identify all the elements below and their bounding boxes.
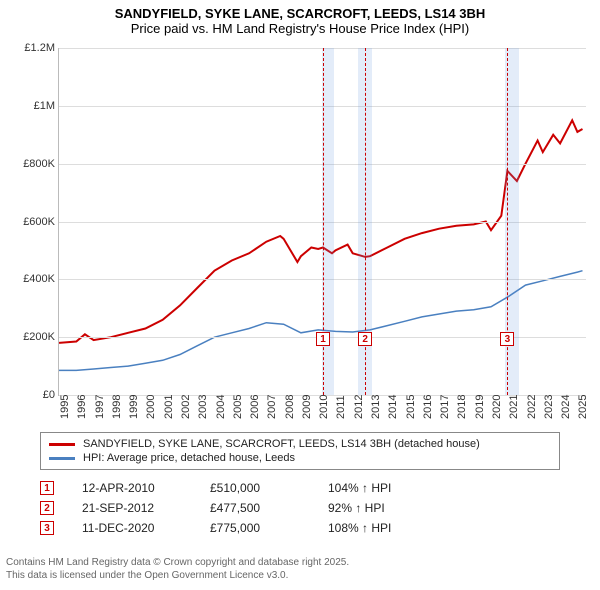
y-axis-label: £400K — [13, 273, 59, 285]
marker-label: 2 — [358, 332, 372, 346]
x-axis-label: 2015 — [405, 399, 417, 419]
x-axis-label: 2006 — [249, 399, 261, 419]
event-price: £510,000 — [210, 481, 300, 495]
event-date: 11-DEC-2020 — [82, 521, 182, 535]
x-axis-label: 2005 — [232, 399, 244, 419]
y-axis-label: £200K — [13, 331, 59, 343]
x-axis-label: 1995 — [59, 399, 71, 419]
legend-swatch — [49, 443, 75, 446]
x-axis-label: 2025 — [577, 399, 589, 419]
x-axis-label: 2014 — [387, 399, 399, 419]
x-axis-label: 2020 — [491, 399, 503, 419]
x-axis-label: 2008 — [284, 399, 296, 419]
x-axis-label: 2003 — [197, 399, 209, 419]
x-axis-label: 2013 — [370, 399, 382, 419]
legend-swatch — [49, 457, 75, 460]
footer-line1: Contains HM Land Registry data © Crown c… — [6, 556, 594, 569]
legend-item: HPI: Average price, detached house, Leed… — [49, 451, 551, 465]
event-row: 3 11-DEC-2020 £775,000 108% ↑ HPI — [40, 518, 448, 538]
x-axis-label: 1998 — [111, 399, 123, 419]
event-row: 1 12-APR-2010 £510,000 104% ↑ HPI — [40, 478, 448, 498]
y-axis-label: £0 — [13, 389, 59, 401]
chart-area: £0 £200K £400K £600K £800K £1M £1.2M 1995 1996 19… — [10, 44, 590, 424]
event-price: £477,500 — [210, 501, 300, 515]
x-axis-label: 2016 — [422, 399, 434, 419]
y-axis-label: £1.2M — [13, 42, 59, 54]
event-pct: 108% ↑ HPI — [328, 521, 448, 535]
x-axis-label: 2009 — [301, 399, 313, 419]
event-date: 12-APR-2010 — [82, 481, 182, 495]
x-axis-label: 2001 — [163, 399, 175, 419]
footer-line2: This data is licensed under the Open Gov… — [6, 569, 594, 582]
x-axis-label: 2019 — [474, 399, 486, 419]
x-axis-label: 2022 — [526, 399, 538, 419]
legend: SANDYFIELD, SYKE LANE, SCARCROFT, LEEDS,… — [40, 432, 560, 470]
legend-label: HPI: Average price, detached house, Leed… — [83, 452, 295, 464]
title-subtitle: Price paid vs. HM Land Registry's House … — [0, 21, 600, 36]
marker-label: 3 — [500, 332, 514, 346]
legend-item: SANDYFIELD, SYKE LANE, SCARCROFT, LEEDS,… — [49, 437, 551, 451]
x-axis-label: 2007 — [266, 399, 278, 419]
x-axis-label: 2024 — [560, 399, 572, 419]
event-marker-icon: 1 — [40, 481, 54, 495]
legend-label: SANDYFIELD, SYKE LANE, SCARCROFT, LEEDS,… — [83, 438, 480, 450]
marker-label: 1 — [316, 332, 330, 346]
x-axis-label: 2000 — [145, 399, 157, 419]
events-table: 1 12-APR-2010 £510,000 104% ↑ HPI 2 21-SEP-20… — [40, 478, 448, 538]
event-pct: 92% ↑ HPI — [328, 501, 448, 515]
x-axis-label: 1997 — [94, 399, 106, 419]
event-marker-icon: 2 — [40, 501, 54, 515]
event-date: 21-SEP-2012 — [82, 501, 182, 515]
x-axis-label: 2011 — [335, 399, 347, 419]
x-axis-label: 2012 — [353, 399, 365, 419]
plot-region: £0£200K£400K£600K£800K£1M£1.2M1995199619… — [58, 48, 586, 396]
title-address: SANDYFIELD, SYKE LANE, SCARCROFT, LEEDS,… — [0, 6, 600, 21]
x-axis-label: 1999 — [128, 399, 140, 419]
event-marker-icon: 3 — [40, 521, 54, 535]
chart-title: SANDYFIELD, SYKE LANE, SCARCROFT, LEEDS,… — [0, 0, 600, 38]
event-row: 2 21-SEP-2012 £477,500 92% ↑ HPI — [40, 498, 448, 518]
y-axis-label: £600K — [13, 216, 59, 228]
x-axis-label: 2018 — [456, 399, 468, 419]
x-axis-label: 1996 — [76, 399, 88, 419]
x-axis-label: 2023 — [543, 399, 555, 419]
event-pct: 104% ↑ HPI — [328, 481, 448, 495]
x-axis-label: 2021 — [508, 399, 520, 419]
event-price: £775,000 — [210, 521, 300, 535]
x-axis-label: 2004 — [215, 399, 227, 419]
x-axis-label: 2010 — [318, 399, 330, 419]
y-axis-label: £800K — [13, 158, 59, 170]
footer-attribution: Contains HM Land Registry data © Crown c… — [6, 556, 594, 582]
x-axis-label: 2002 — [180, 399, 192, 419]
y-axis-label: £1M — [13, 100, 59, 112]
x-axis-label: 2017 — [439, 399, 451, 419]
